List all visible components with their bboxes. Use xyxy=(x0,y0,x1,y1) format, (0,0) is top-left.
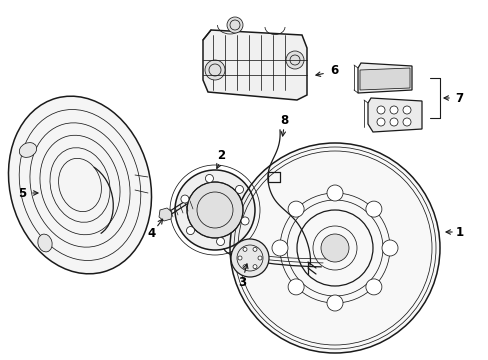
Circle shape xyxy=(320,234,348,262)
Circle shape xyxy=(365,201,381,217)
Polygon shape xyxy=(159,208,172,221)
Circle shape xyxy=(252,265,257,269)
Text: 3: 3 xyxy=(238,275,245,288)
Circle shape xyxy=(252,247,257,251)
Circle shape xyxy=(238,256,242,260)
Text: 2: 2 xyxy=(217,149,224,162)
Circle shape xyxy=(285,51,304,69)
Circle shape xyxy=(186,226,194,235)
Circle shape xyxy=(226,17,243,33)
Circle shape xyxy=(258,256,262,260)
Circle shape xyxy=(376,106,384,114)
Circle shape xyxy=(326,295,342,311)
Circle shape xyxy=(243,247,246,251)
Polygon shape xyxy=(203,30,306,100)
Polygon shape xyxy=(359,68,409,90)
Circle shape xyxy=(205,175,213,183)
Circle shape xyxy=(230,239,268,277)
Circle shape xyxy=(186,182,243,238)
Circle shape xyxy=(235,185,243,193)
Circle shape xyxy=(365,279,381,295)
Circle shape xyxy=(402,106,410,114)
Circle shape xyxy=(204,60,224,80)
Text: 4: 4 xyxy=(147,226,156,239)
Text: 7: 7 xyxy=(454,91,462,104)
Circle shape xyxy=(402,118,410,126)
Circle shape xyxy=(287,201,304,217)
Ellipse shape xyxy=(8,96,151,274)
Circle shape xyxy=(229,143,439,353)
Circle shape xyxy=(389,118,397,126)
Text: 1: 1 xyxy=(455,225,463,239)
Circle shape xyxy=(271,240,287,256)
Circle shape xyxy=(389,106,397,114)
Text: 8: 8 xyxy=(279,113,287,126)
Text: 5: 5 xyxy=(18,186,26,199)
Circle shape xyxy=(216,238,224,246)
Polygon shape xyxy=(357,63,411,93)
Ellipse shape xyxy=(20,143,37,157)
Polygon shape xyxy=(367,98,421,132)
Circle shape xyxy=(381,240,397,256)
Circle shape xyxy=(243,265,246,269)
Circle shape xyxy=(287,279,304,295)
Circle shape xyxy=(241,217,248,225)
Circle shape xyxy=(181,195,188,203)
Circle shape xyxy=(376,118,384,126)
Ellipse shape xyxy=(38,234,52,252)
Text: 6: 6 xyxy=(329,63,337,77)
Circle shape xyxy=(326,185,342,201)
Circle shape xyxy=(175,170,254,250)
